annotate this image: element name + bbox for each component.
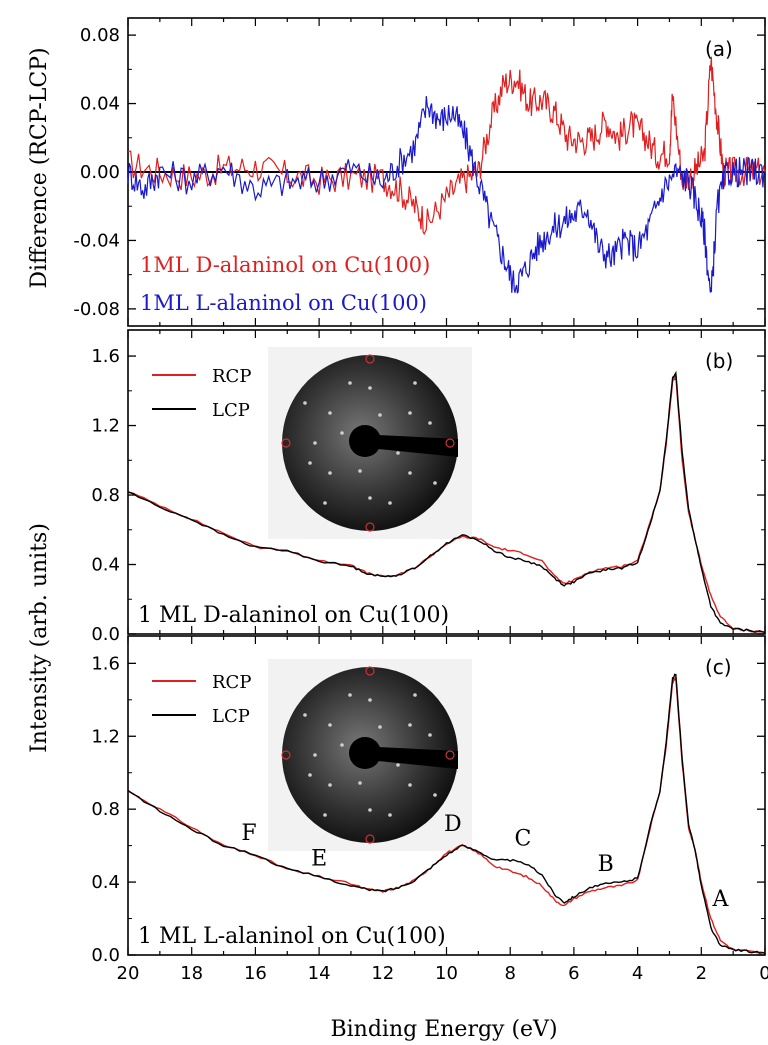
x-tick-label: 2 (696, 963, 707, 984)
x-tick-label: 20 (117, 963, 140, 984)
sample-annotation: 1 ML D-alaninol on Cu(100) (138, 603, 449, 628)
panel-b: 1.6 1.2 0.8 0.4 0.0 (b) RCP LCP 1 ML D-alaninol … (91, 329, 766, 645)
series-annotation: 1ML L-alaninol on Cu(100) (140, 291, 427, 315)
y-tick-label: 1.2 (91, 726, 120, 747)
y-tick-label: 0.00 (80, 162, 120, 183)
series-annotation: 1ML D-alaninol on Cu(100) (140, 253, 430, 277)
panel-label: (b) (705, 349, 733, 373)
peak-label: F (241, 821, 256, 846)
panel-c: 1.61.20.80.40.020 18 16 14 12 10 8 6 4 2 0(c)RCPLC… (91, 635, 768, 984)
x-tick-label: 12 (371, 963, 394, 984)
x-tick-label: 8 (504, 963, 515, 984)
peak-label: D (444, 812, 462, 837)
x-tick-label: 16 (244, 963, 267, 984)
y-tick-label: 0.08 (80, 25, 120, 46)
legend-label: LCP (212, 706, 250, 727)
x-tick-label: 14 (308, 963, 331, 984)
peak-label: A (711, 887, 729, 912)
y-tick-label: 0.8 (91, 799, 120, 820)
legend-label: RCP (212, 366, 251, 387)
leed-inset-1 (268, 347, 472, 539)
peak-label: B (598, 852, 614, 877)
panel-label: (c) (705, 655, 732, 679)
y-tick-label: -0.04 (73, 230, 120, 251)
x-tick-label: 0 (759, 963, 768, 984)
y-tick-label: 1.2 (91, 416, 120, 437)
y-tick-label: 1.6 (91, 346, 120, 367)
y-tick-label: 0.04 (80, 94, 120, 115)
y-tick-label: 0.4 (91, 555, 120, 576)
x-tick-label: 4 (632, 963, 643, 984)
y-tick-label: 0.4 (91, 872, 120, 893)
leed-inset-2 (268, 659, 472, 851)
panel-label: (a) (705, 37, 733, 61)
y-tick-label: 0.8 (91, 485, 120, 506)
series-line-series-1 (127, 96, 766, 294)
x-tick-label: 18 (180, 963, 203, 984)
x-axis-label: Binding Energy (eV) (330, 1017, 557, 1042)
series-line-lcp (127, 370, 766, 633)
legend-label: LCP (212, 400, 250, 421)
sample-annotation: 1 ML L-alaninol on Cu(100) (138, 924, 446, 949)
x-tick-label: 10 (435, 963, 458, 984)
y-tick-label: -0.08 (73, 299, 120, 320)
y-tick-label: 0.0 (91, 945, 120, 966)
peak-label: C (515, 827, 532, 852)
y-tick-label: 0.0 (91, 624, 120, 645)
x-tick-label: 6 (568, 963, 579, 984)
series-line-lcp (127, 673, 766, 954)
y-tick-label: 1.6 (91, 653, 120, 674)
peak-label: E (311, 847, 327, 872)
panel-a: 0.08 0.04 0.00 -0.04 -0.08 (a) 1ML D-alaninol … (73, 17, 766, 327)
legend-label: RCP (212, 672, 251, 693)
series-line-series-0 (127, 56, 766, 236)
difference-axis-label: Difference (RCP-LCP) (27, 47, 52, 288)
intensity-axis-label: Intensity (arb. units) (27, 523, 52, 753)
